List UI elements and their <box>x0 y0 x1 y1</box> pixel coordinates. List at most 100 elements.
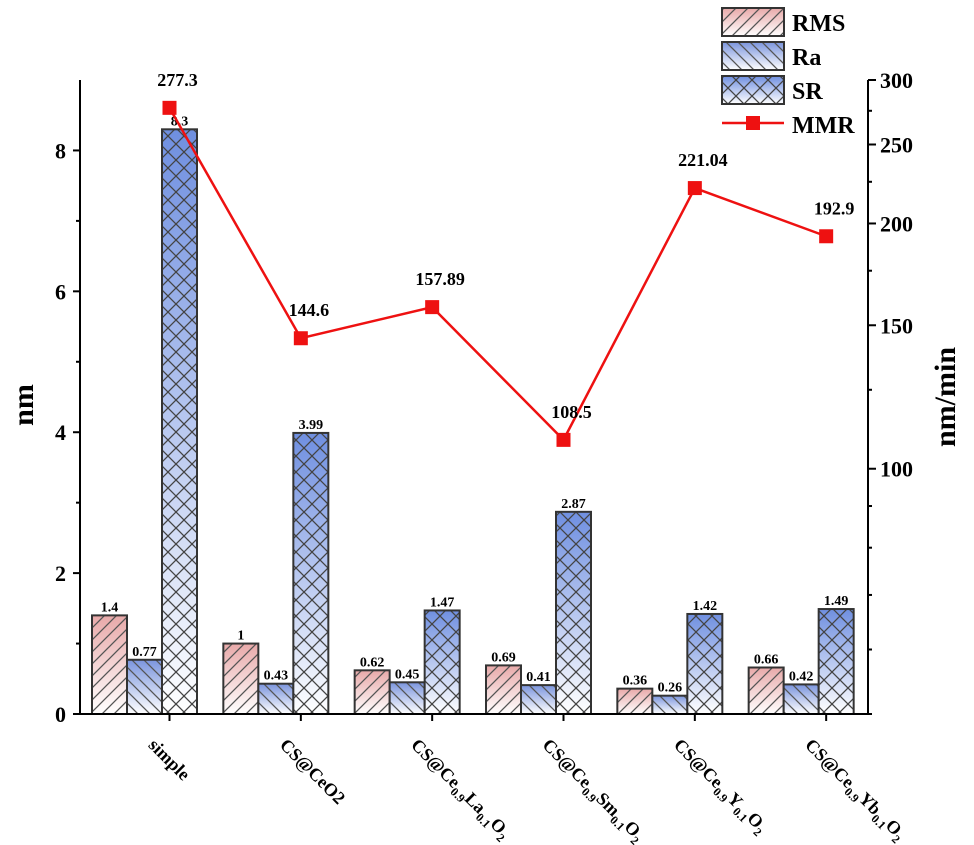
bar-hatch <box>161 128 198 716</box>
x-tick-label: CS@Ce0.9La0.1O2 <box>405 735 515 845</box>
bar-hatch <box>555 510 592 715</box>
bar-hatch <box>817 608 855 715</box>
y-tick-label: 0 <box>55 702 66 727</box>
bar-rms <box>747 666 785 715</box>
ticks-layer: 0 2 4 6 8 100 150 200 250 300 <box>55 68 913 727</box>
bar-ra <box>520 684 557 716</box>
y2-tick-label: 250 <box>880 133 913 158</box>
legend-label: SR <box>792 79 823 105</box>
bar-data-label: 0.26 <box>658 681 683 696</box>
bar-data-label: 1 <box>237 629 244 644</box>
bars-layer: 1.4 1 0.62 0.69 0.36 0.66 0.77 0.43 0.45 0.41 0.26… <box>91 114 855 716</box>
legend-label: MMR <box>792 113 855 139</box>
y-tick-label: 4 <box>55 420 66 445</box>
bar-data-label: 0.69 <box>491 650 516 665</box>
mmr-data-label: 108.5 <box>551 402 592 422</box>
bar-hatch <box>520 684 557 716</box>
bar-hatch <box>388 681 426 715</box>
bar-hatch <box>747 666 785 715</box>
mmr-line-layer: 277.3 144.6 157.89 108.5 221.04 192.9 <box>157 70 854 447</box>
y2-tick-label: 200 <box>880 211 913 236</box>
y-tick-label: 6 <box>55 279 66 304</box>
bar-data-label: 1.49 <box>824 594 849 609</box>
bar-hatch <box>91 614 128 716</box>
legend-item-ra: Ra <box>721 41 821 71</box>
bar-ra <box>782 683 820 715</box>
bar-data-label: 1.42 <box>693 599 718 614</box>
mmr-data-label: 221.04 <box>678 150 728 170</box>
legend-label: RMS <box>792 11 845 37</box>
legend: RMS Ra SR MMR <box>721 7 855 139</box>
y-tick-label: 8 <box>55 138 66 163</box>
bar-hatch <box>292 431 330 715</box>
mmr-point <box>556 432 571 447</box>
mmr-point <box>425 300 440 315</box>
y-tick-label: 2 <box>55 561 66 586</box>
bar-hatch <box>616 687 654 716</box>
mmr-point <box>293 331 308 346</box>
mmr-point <box>819 229 834 244</box>
bar-rms <box>616 687 654 716</box>
bar-data-label: 1.4 <box>101 600 119 615</box>
y2-tick-label: 100 <box>880 457 913 482</box>
axes-layer <box>79 80 869 715</box>
bar-sr <box>686 612 724 715</box>
bar-ra <box>126 658 163 715</box>
bar-hatch <box>485 664 522 715</box>
mmr-data-label: 277.3 <box>157 70 198 90</box>
bar-ra <box>388 681 426 715</box>
bar-hatch <box>782 683 820 715</box>
bar-data-label: 1.47 <box>430 595 455 610</box>
bar-ra <box>257 682 295 715</box>
x-tick-label: CS@Ce0.9Y0.1O2 <box>667 735 771 839</box>
bar-hatch <box>423 609 461 715</box>
legend-item-sr: SR <box>721 75 823 105</box>
legend-swatch-hatch <box>721 7 785 37</box>
bar-rms <box>222 642 260 715</box>
mmr-data-label: 192.9 <box>814 198 855 218</box>
bar-data-label: 0.42 <box>789 669 814 684</box>
bar-data-label: 3.99 <box>299 418 324 433</box>
bar-hatch <box>651 694 689 716</box>
mmr-data-label: 144.6 <box>289 300 330 320</box>
bar-hatch <box>257 682 295 715</box>
legend-swatch-hatch <box>721 41 785 71</box>
bar-sr <box>423 609 461 715</box>
mmr-data-label: 157.89 <box>415 269 465 289</box>
bar-sr <box>292 431 330 715</box>
bar-data-label: 0.43 <box>264 669 289 684</box>
mmr-point <box>687 181 702 196</box>
bar-rms <box>485 664 522 715</box>
bar-rms <box>353 669 391 716</box>
x-tick-label: CS@CeO2 <box>276 735 349 808</box>
bar-sr <box>817 608 855 715</box>
bar-rms <box>91 614 128 716</box>
bar-data-label: 0.36 <box>623 674 648 689</box>
bar-ra <box>651 694 689 716</box>
x-tick-label: CS@Ce0.9Sm0.1O2 <box>536 735 649 845</box>
bar-hatch <box>222 642 260 715</box>
legend-item-rms: RMS <box>721 7 845 37</box>
legend-swatch-hatch <box>721 75 785 105</box>
x-tick-label: simple <box>145 735 195 785</box>
legend-marker <box>746 116 760 130</box>
bar-data-label: 0.45 <box>395 667 420 682</box>
bar-hatch <box>126 658 163 715</box>
bar-sr <box>161 128 198 716</box>
x-tick-labels: simple CS@CeO2 CS@Ce0.9La0.1O2CS@Ce0.9Sm0.… <box>145 735 911 845</box>
legend-item-mmr: MMR <box>722 113 855 139</box>
bar-data-label: 0.66 <box>754 653 779 668</box>
legend-label: Ra <box>792 45 821 71</box>
mmr-point <box>162 100 177 115</box>
bar-data-label: 0.62 <box>360 655 385 670</box>
bar-data-label: 0.77 <box>132 645 157 660</box>
bar-data-label: 2.87 <box>561 497 586 512</box>
x-tick-label: CS@Ce0.9Yb0.1O2 <box>799 735 911 845</box>
bar-hatch <box>686 612 724 715</box>
bar-hatch <box>353 669 391 716</box>
mmr-line <box>168 107 827 442</box>
y2-axis-title: nm/min <box>929 347 962 447</box>
bar-data-label: 0.41 <box>526 670 551 685</box>
y2-tick-label: 150 <box>880 313 913 338</box>
